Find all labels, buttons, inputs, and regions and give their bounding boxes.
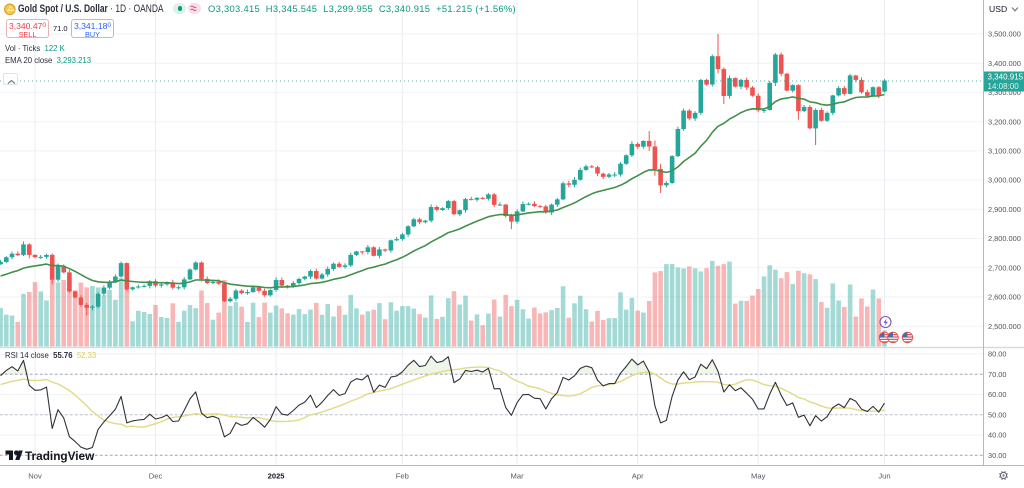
svg-text:May: May [751, 472, 766, 481]
svg-text:TradingView: TradingView [25, 449, 95, 463]
svg-text:Dec: Dec [149, 472, 163, 481]
svg-text:3,200.000: 3,200.000 [988, 117, 1021, 126]
svg-text:3,500.000: 3,500.000 [988, 30, 1021, 39]
svg-text:Nov: Nov [28, 472, 42, 481]
svg-text:80.00: 80.00 [988, 350, 1007, 359]
svg-text:Apr: Apr [632, 472, 644, 481]
svg-text:Jun: Jun [878, 472, 890, 481]
svg-text:30.00: 30.00 [988, 451, 1007, 460]
svg-text:3,100.000: 3,100.000 [988, 147, 1021, 156]
svg-text:70.00: 70.00 [988, 370, 1007, 379]
svg-text:USD: USD [989, 4, 1007, 14]
svg-text:Feb: Feb [396, 472, 409, 481]
svg-text:3,300.000: 3,300.000 [988, 88, 1021, 97]
svg-text:60.00: 60.00 [988, 390, 1007, 399]
svg-text:2,800.000: 2,800.000 [988, 234, 1021, 243]
svg-text:2,700.000: 2,700.000 [988, 263, 1021, 272]
svg-text:Mar: Mar [511, 472, 525, 481]
svg-text:3,000.000: 3,000.000 [988, 176, 1021, 185]
svg-text:40.00: 40.00 [988, 431, 1007, 440]
svg-text:2,600.000: 2,600.000 [988, 293, 1021, 302]
svg-text:50.00: 50.00 [988, 410, 1007, 419]
svg-text:3,340.915: 3,340.915 [988, 73, 1024, 82]
svg-text:2025: 2025 [268, 472, 286, 481]
svg-text:2,500.000: 2,500.000 [988, 322, 1021, 331]
svg-text:3,400.000: 3,400.000 [988, 59, 1021, 68]
svg-text:2,900.000: 2,900.000 [988, 205, 1021, 214]
svg-text:14:08:00: 14:08:00 [988, 82, 1020, 91]
